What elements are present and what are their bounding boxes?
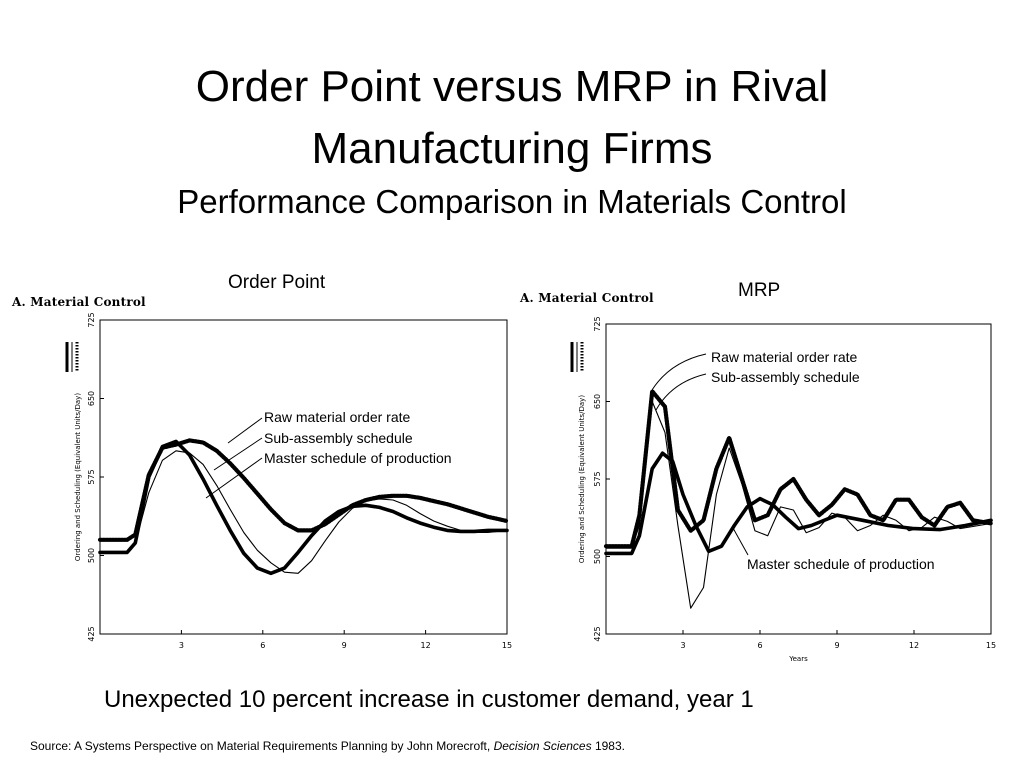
mrp-leader-raw-material bbox=[651, 353, 707, 391]
op-y-tick-label: 425 bbox=[87, 626, 96, 641]
mrp-series-dotted-line bbox=[603, 389, 994, 549]
mrp-x-tick-label: 3 bbox=[680, 641, 685, 650]
op-annotation-sub-assembly: Sub-assembly schedule bbox=[264, 430, 413, 446]
op-leader-sub-assembly bbox=[213, 437, 263, 471]
order-point-panel-label: Order Point bbox=[228, 272, 326, 293]
slide-title-line-2: Manufacturing Firms bbox=[311, 124, 713, 173]
op-y-tick-label: 650 bbox=[87, 391, 96, 406]
slide-title-line-1: Order Point versus MRP in Rival bbox=[195, 62, 829, 111]
mrp-x-tick-label: 12 bbox=[909, 641, 919, 650]
op-x-tick-label: 15 bbox=[502, 641, 512, 650]
source-suffix: 1983. bbox=[591, 739, 625, 753]
mrp-x-tick-label: 9 bbox=[834, 641, 839, 650]
op-y-axis-label: Ordering and Scheduling (Equivalent Unit… bbox=[74, 393, 82, 561]
mrp-chart-title: A. Material Control bbox=[520, 291, 654, 305]
order-point-chart-title: A. Material Control bbox=[12, 295, 146, 309]
mrp-annotation-sub-assembly: Sub-assembly schedule bbox=[711, 369, 860, 385]
mrp-series-thin-line bbox=[605, 400, 992, 609]
mrp-leader-master-schedule bbox=[732, 527, 749, 556]
mrp-series-bold-line bbox=[604, 451, 993, 556]
op-annotation-raw-material: Raw material order rate bbox=[264, 409, 411, 425]
op-plot-frame bbox=[99, 319, 508, 635]
mrp-y-tick-label: 500 bbox=[593, 549, 602, 564]
op-x-tick-label: 6 bbox=[260, 641, 265, 650]
op-series-thin-line bbox=[99, 450, 508, 574]
op-y-tick-label: 575 bbox=[87, 469, 96, 484]
op-x-tick-label: 12 bbox=[421, 641, 431, 650]
op-annotation-master-schedule: Master schedule of production bbox=[264, 450, 452, 466]
chart-caption: Unexpected 10 percent increase in custom… bbox=[104, 686, 754, 713]
op-x-tick-label: 9 bbox=[342, 641, 347, 650]
order-point-chart: 725 650 575 500 425 3 6 9 12 15 Ordering and Sched… bbox=[65, 312, 512, 650]
mrp-y-tick-label: 725 bbox=[593, 316, 602, 331]
mrp-y-tick-label: 650 bbox=[593, 394, 602, 409]
mrp-chart: 725 650 575 500 425 3 6 9 12 15 Ordering and Sched… bbox=[570, 316, 996, 663]
source-prefix: Source: A Systems Perspective on Materia… bbox=[30, 739, 494, 753]
op-series-dotted-line bbox=[97, 438, 510, 542]
op-leader-master-schedule bbox=[205, 457, 263, 499]
mrp-y-axis-label: Ordering and Scheduling (Equivalent Unit… bbox=[578, 395, 586, 563]
mrp-leader-sub-assembly bbox=[655, 373, 707, 411]
mrp-annotation-master-schedule: Master schedule of production bbox=[747, 556, 935, 572]
slide-subtitle: Performance Comparison in Materials Cont… bbox=[177, 183, 847, 220]
mrp-panel-label: MRP bbox=[738, 280, 781, 301]
source-journal: Decision Sciences bbox=[493, 739, 592, 753]
op-series-bold-line bbox=[98, 439, 509, 576]
source-citation: Source: A Systems Perspective on Materia… bbox=[30, 739, 625, 753]
op-leader-raw-material bbox=[227, 417, 263, 444]
mrp-annotation-raw-material: Raw material order rate bbox=[711, 349, 858, 365]
mrp-x-tick-label: 15 bbox=[986, 641, 996, 650]
mrp-x-tick-label: 6 bbox=[757, 641, 762, 650]
op-x-tick-label: 3 bbox=[179, 641, 184, 650]
mrp-x-axis-label: Years bbox=[788, 655, 808, 663]
op-y-tick-label: 500 bbox=[87, 548, 96, 563]
op-y-tick-label: 725 bbox=[87, 312, 96, 327]
mrp-y-tick-label: 575 bbox=[593, 471, 602, 486]
mrp-y-tick-label: 425 bbox=[593, 626, 602, 641]
